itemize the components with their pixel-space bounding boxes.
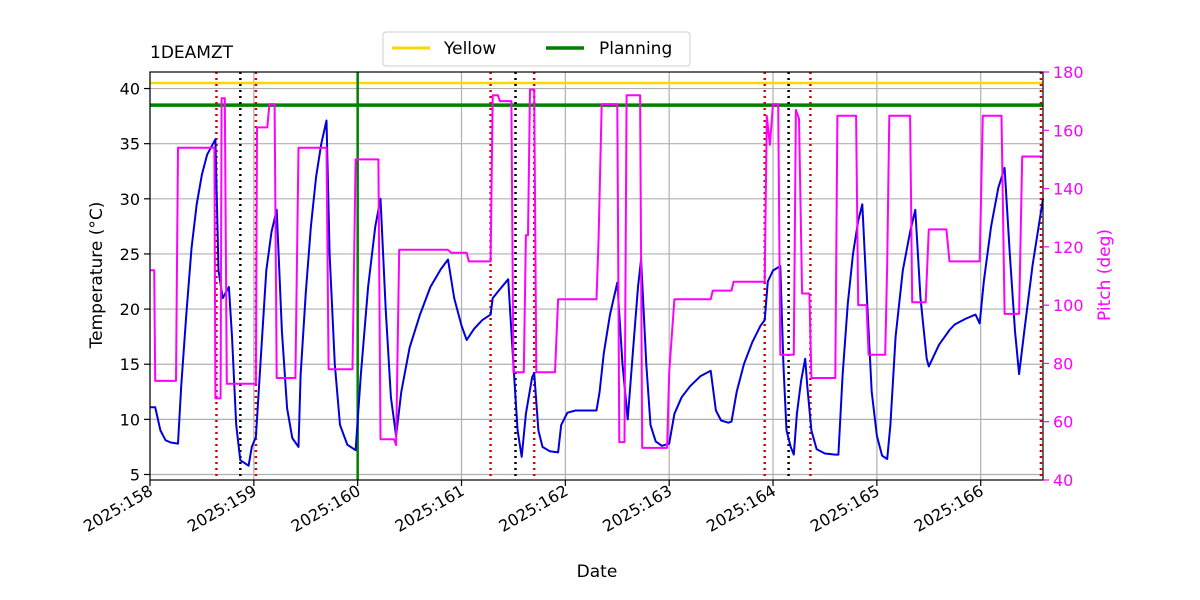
y2-tick-label: 180: [1053, 63, 1084, 82]
y2-tick-label: 40: [1053, 471, 1073, 490]
legend: Yellow Planning: [382, 31, 691, 67]
legend-label-planning: Planning: [599, 39, 672, 59]
plot-series: [150, 88, 1044, 467]
y2-tick-label: 60: [1053, 413, 1073, 432]
legend-label-yellow: Yellow: [443, 39, 496, 59]
y-tick-label: 15: [120, 355, 140, 374]
legend-box: [382, 31, 691, 67]
y-axis-label: Temperature (°C): [87, 202, 107, 350]
y-tick-label: 35: [120, 135, 140, 154]
y2-tick-label: 120: [1053, 238, 1084, 257]
y2-tick-label: 80: [1053, 354, 1073, 373]
y-tick-label: 30: [120, 190, 140, 209]
y-tick-label: 25: [120, 245, 140, 264]
series-pitch: [150, 88, 1043, 449]
y2-tick-label: 140: [1053, 180, 1084, 199]
series-temperature: [150, 119, 1044, 467]
y-tick-label: 5: [130, 465, 140, 484]
y-tick-label: 10: [120, 410, 140, 429]
plot-frame: [149, 71, 1044, 481]
y-tick-label: 20: [120, 300, 140, 319]
y2-tick-label: 100: [1053, 296, 1084, 315]
y2-tick-label: 160: [1053, 121, 1084, 140]
chart-title: 1DEAMZT: [150, 43, 234, 63]
y-tick-label: 40: [120, 80, 140, 99]
threshold-lines: [150, 81, 1043, 107]
y2-axis-label: Pitch (deg): [1095, 229, 1115, 321]
x-axis-label: Date: [577, 562, 618, 582]
